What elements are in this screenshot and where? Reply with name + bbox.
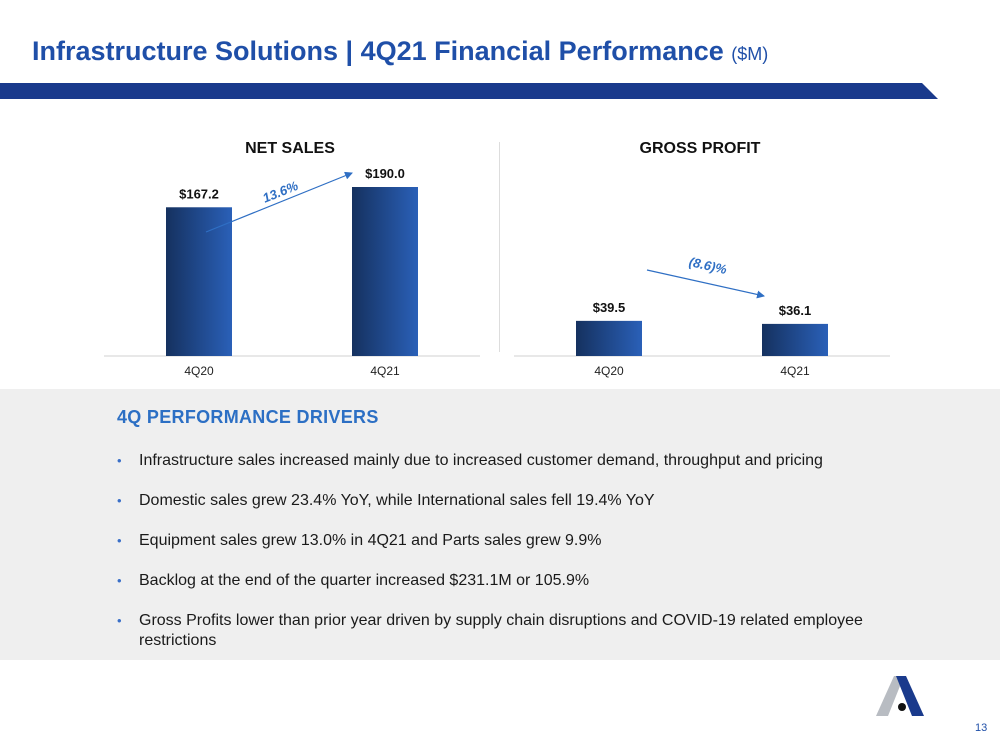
bullet-icon: • — [117, 573, 122, 588]
page-title: Infrastructure Solutions | 4Q21 Financia… — [32, 36, 768, 67]
category-label: 4Q20 — [184, 364, 214, 378]
value-label: $190.0 — [365, 166, 405, 181]
astec-logo-icon — [876, 676, 924, 716]
value-label: $39.5 — [593, 300, 626, 315]
driver-item: • Gross Profits lower than prior year dri… — [117, 611, 877, 651]
driver-text: Domestic sales grew 23.4% YoY, while Int… — [139, 492, 655, 509]
bullet-icon: • — [117, 533, 122, 548]
chart-divider — [499, 142, 500, 352]
driver-text: Gross Profits lower than prior year driv… — [139, 612, 863, 649]
bar-4q20 — [576, 320, 642, 356]
performance-drivers-panel: 4Q PERFORMANCE DRIVERS • Infrastructure s… — [0, 389, 1000, 660]
bullet-icon: • — [117, 613, 122, 628]
title-band — [0, 83, 938, 99]
bar-4q20 — [166, 207, 232, 356]
bullet-icon: • — [117, 493, 122, 508]
driver-text: Equipment sales grew 13.0% in 4Q21 and P… — [139, 532, 602, 549]
chart-title: NET SALES — [245, 140, 335, 157]
driver-item: • Backlog at the end of the quarter incre… — [117, 571, 877, 591]
drivers-heading: 4Q PERFORMANCE DRIVERS — [117, 407, 379, 427]
change-arrow — [205, 171, 353, 233]
page-title-unit: ($M) — [731, 44, 769, 64]
page-title-text: Infrastructure Solutions | 4Q21 Financia… — [32, 36, 724, 66]
chart-title: GROSS PROFIT — [640, 140, 761, 157]
driver-text: Infrastructure sales increased mainly du… — [139, 452, 823, 469]
category-label: 4Q21 — [370, 364, 400, 378]
driver-item: • Domestic sales grew 23.4% YoY, while In… — [117, 491, 877, 511]
value-label: $167.2 — [179, 186, 219, 201]
category-label: 4Q21 — [780, 364, 810, 378]
driver-text: Backlog at the end of the quarter increa… — [139, 572, 590, 589]
gross-profit-chart: GROSS PROFIT $39.5 4Q20 $36.1 4Q21 (8.6)% — [514, 140, 890, 378]
page-number: 13 — [975, 722, 988, 734]
driver-item: • Infrastructure sales increased mainly d… — [117, 451, 877, 471]
value-label: $36.1 — [779, 303, 812, 318]
category-label: 4Q20 — [594, 364, 624, 378]
bullet-icon: • — [117, 453, 122, 468]
change-label: (8.6)% — [688, 254, 729, 277]
change-arrow — [646, 269, 765, 299]
driver-item: • Equipment sales grew 13.0% in 4Q21 and … — [117, 531, 877, 551]
bar-4q21 — [352, 187, 418, 356]
charts-area: NET SALES $167.2 4Q20 $190.0 4Q21 13.6% GROSS… — [0, 120, 1000, 385]
drivers-list: • Infrastructure sales increased mainly d… — [117, 451, 877, 671]
bar-4q21 — [762, 323, 828, 356]
